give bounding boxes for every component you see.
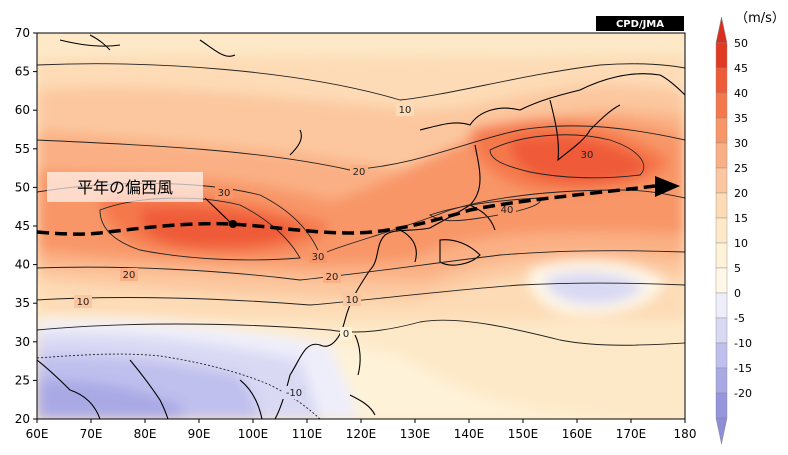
lon-tick-label: 170E [616, 427, 647, 441]
lon-tick-label: 80E [134, 427, 157, 441]
lon-tick-label: 70E [80, 427, 103, 441]
lon-tick-label: 130E [400, 427, 431, 441]
longitude-axis: 60E 70E 80E 90E 100E 110E 120E 130E 140E 150E 160E… [26, 419, 697, 441]
lat-tick-label: 70 [15, 26, 30, 40]
lat-tick-label: 30 [15, 335, 30, 349]
colorbar-label: 40 [734, 87, 748, 100]
contour-labels: 10 20 30 30 20 10 30 40 20 10 0 -10 [74, 103, 596, 399]
annotation-box [47, 172, 203, 202]
colorbar-swatch [715, 67, 728, 94]
contour-label-10-west: 10 [74, 295, 92, 308]
contour-label-30-west: 30 [215, 186, 233, 199]
colorbar-swatch [715, 342, 728, 369]
colorbar-swatch [715, 242, 728, 269]
colorbar-label: 15 [734, 212, 748, 225]
lon-tick-label: 160E [562, 427, 593, 441]
lat-tick-label: 60 [15, 103, 30, 117]
svg-text:20: 20 [326, 272, 339, 283]
svg-text:-10: -10 [286, 388, 302, 399]
colorbar-label: 0 [734, 287, 741, 300]
lon-tick-label: 140E [454, 427, 485, 441]
coastlines [37, 34, 685, 419]
lat-tick-label: 35 [15, 296, 30, 310]
contour-label-minus10: -10 [282, 386, 306, 399]
colorbar-swatch [715, 142, 728, 169]
svg-text:30: 30 [218, 188, 231, 199]
colorbar-swatch [715, 267, 728, 294]
colorbar-top-arrow [715, 16, 728, 44]
svg-text:20: 20 [353, 167, 366, 178]
lat-tick-label: 40 [15, 258, 30, 272]
colorbar-label: 25 [734, 162, 748, 175]
lon-tick-label: 180 [674, 427, 697, 441]
colorbar-label: 20 [734, 187, 748, 200]
svg-text:20: 20 [123, 270, 136, 281]
lat-tick-label: 45 [15, 219, 30, 233]
colorbar-label: 30 [734, 137, 748, 150]
contour-label-10-center: 10 [343, 293, 361, 306]
westerly-jet-axis [36, 176, 680, 236]
annotation-point [229, 220, 237, 228]
colorbar-label: 10 [734, 237, 748, 250]
colorbar-label: -10 [734, 337, 752, 350]
lat-tick-label: 20 [15, 412, 30, 426]
contour-label-20-center: 20 [323, 270, 341, 283]
wind-speed-shading [37, 33, 685, 419]
colorbar-swatch [715, 392, 728, 419]
contour-label-0: 0 [340, 327, 352, 340]
svg-text:10: 10 [77, 297, 90, 308]
lon-tick-label: 60E [26, 427, 49, 441]
colorbar-swatch [715, 292, 728, 319]
colorbar-label: -5 [734, 312, 745, 325]
colorbar-label: -20 [734, 387, 752, 400]
svg-text:30: 30 [581, 150, 594, 161]
annotation-callout: 平年の偏西風 [47, 172, 237, 228]
colorbar-swatch [715, 317, 728, 344]
colorbar-label: -15 [734, 362, 752, 375]
latitude-axis: 70 65 60 55 50 45 40 35 30 25 20 [15, 26, 37, 426]
lat-tick-label: 50 [15, 180, 30, 194]
colorbar-label: 50 [734, 37, 748, 50]
contour-label-20-west: 20 [120, 268, 138, 281]
svg-text:0: 0 [343, 329, 349, 340]
lon-tick-label: 110E [292, 427, 323, 441]
annotation-text: 平年の偏西風 [77, 178, 173, 197]
contour-label-40-east: 40 [498, 203, 516, 216]
lon-tick-label: 100E [238, 427, 269, 441]
svg-text:40: 40 [501, 205, 514, 216]
colorbar-swatch [715, 42, 728, 69]
colorbar-swatch [715, 217, 728, 244]
lat-tick-label: 65 [15, 65, 30, 79]
contour-label-30-east: 30 [578, 148, 596, 161]
credit-label: CPD/JMA [596, 16, 684, 31]
svg-text:30: 30 [312, 252, 325, 263]
svg-text:10: 10 [399, 105, 412, 116]
svg-text:CPD/JMA: CPD/JMA [616, 19, 664, 30]
colorbar-swatch [715, 192, 728, 219]
colorbar-label: 35 [734, 112, 748, 125]
annotation-leader [204, 197, 233, 225]
colorbar-swatch [715, 92, 728, 119]
colorbar-label: 5 [734, 262, 741, 275]
lon-tick-label: 150E [508, 427, 539, 441]
lon-tick-label: 90E [188, 427, 211, 441]
contour-label-20-north: 20 [350, 165, 368, 178]
colorbar-label: 45 [734, 62, 748, 75]
colorbar-swatch [715, 117, 728, 144]
colorbar-bottom-arrow [715, 417, 728, 445]
contour-label-10-north: 10 [396, 103, 414, 116]
lat-tick-label: 55 [15, 142, 30, 156]
colorbar-swatch [715, 167, 728, 194]
svg-text:10: 10 [346, 295, 359, 306]
contour-label-30-center: 30 [309, 250, 327, 263]
lat-tick-label: 25 [15, 373, 30, 387]
colorbar-unit: （m/s） [735, 11, 785, 26]
lon-tick-label: 120E [346, 427, 377, 441]
colorbar-swatch [715, 367, 728, 394]
jet-arrowhead [655, 176, 680, 197]
